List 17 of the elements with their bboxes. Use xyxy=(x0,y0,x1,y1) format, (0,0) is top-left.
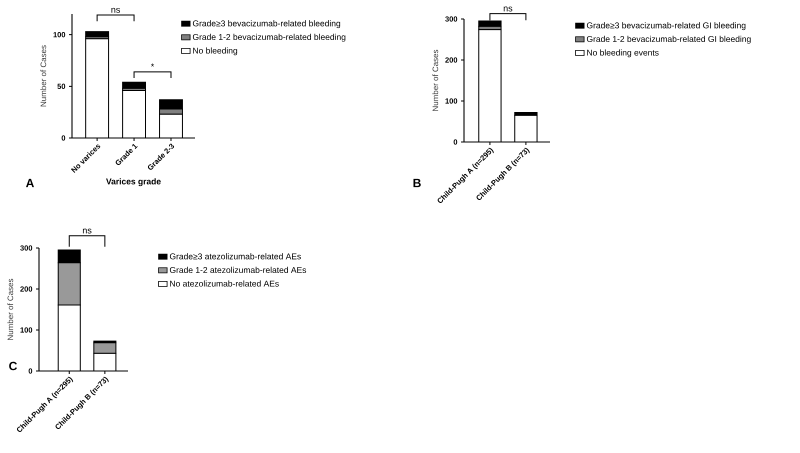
legend-label: Grade≥3 bevacizumab-related bleeding xyxy=(192,20,340,28)
text: B xyxy=(413,178,421,188)
legend-label: Grade≥3 bevacizumab-related GI bleeding xyxy=(586,22,746,30)
text: ns xyxy=(111,8,120,13)
legend-label: No bleeding events xyxy=(587,49,659,58)
text: C xyxy=(9,362,17,370)
legend-label: No atezolizumab-related AEs xyxy=(170,280,279,287)
legend-label: Grade≥3 atezolizumab-related AEs xyxy=(170,253,301,260)
text: ns xyxy=(504,6,512,12)
legend-label: Grade 1-2 bevacizumab-related GI bleeding xyxy=(586,36,751,44)
text: A xyxy=(26,178,34,188)
x-axis-title: Varices grade xyxy=(106,178,161,186)
text: ns xyxy=(82,228,92,234)
annotation: * xyxy=(150,64,154,67)
legend-label: No bleeding xyxy=(193,47,238,56)
legend-label: Grade 1-2 atezolizumab-related AEs xyxy=(170,266,306,274)
legend-label: Grade 1-2 bevacizumab-related bleeding xyxy=(192,34,346,42)
